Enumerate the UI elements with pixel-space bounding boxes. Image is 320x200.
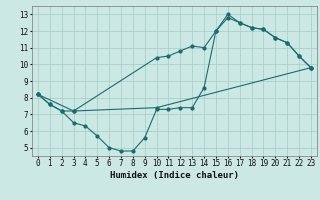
X-axis label: Humidex (Indice chaleur): Humidex (Indice chaleur) bbox=[110, 171, 239, 180]
